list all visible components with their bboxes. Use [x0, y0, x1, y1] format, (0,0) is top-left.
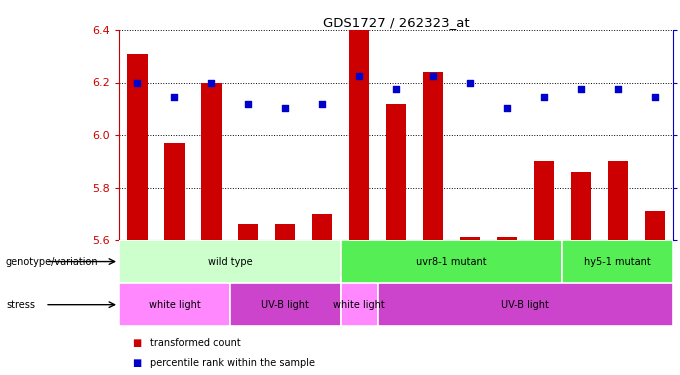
- Bar: [423, 72, 443, 240]
- Bar: [119, 240, 341, 283]
- Bar: [497, 237, 517, 240]
- Text: UV-B light: UV-B light: [501, 300, 549, 310]
- Text: GSM81014: GSM81014: [466, 242, 475, 283]
- Bar: [608, 161, 628, 240]
- Bar: [312, 214, 333, 240]
- Text: GSM81005: GSM81005: [133, 242, 142, 283]
- Text: GSM81015: GSM81015: [503, 242, 511, 283]
- Bar: [562, 240, 673, 283]
- Bar: [119, 283, 230, 326]
- Point: [464, 80, 475, 86]
- Text: GSM81010: GSM81010: [318, 242, 326, 283]
- Point: [575, 86, 586, 92]
- Text: uvr8-1 mutant: uvr8-1 mutant: [416, 256, 487, 267]
- Point: [243, 100, 254, 106]
- Title: GDS1727 / 262323_at: GDS1727 / 262323_at: [323, 16, 469, 29]
- Bar: [127, 54, 148, 240]
- Text: GSM81006: GSM81006: [170, 242, 179, 283]
- Bar: [386, 104, 406, 240]
- Point: [280, 105, 291, 111]
- Text: GSM81017: GSM81017: [577, 242, 585, 283]
- Point: [354, 73, 364, 79]
- Text: GSM81016: GSM81016: [539, 242, 548, 283]
- Text: GSM81009: GSM81009: [281, 242, 290, 283]
- Bar: [534, 161, 554, 240]
- Bar: [275, 224, 295, 240]
- Point: [539, 94, 549, 100]
- Text: hy5-1 mutant: hy5-1 mutant: [584, 256, 651, 267]
- Text: GSM81007: GSM81007: [207, 242, 216, 283]
- Bar: [645, 211, 665, 240]
- Bar: [238, 224, 258, 240]
- Bar: [460, 237, 480, 240]
- Text: UV-B light: UV-B light: [261, 300, 309, 310]
- Text: GSM81018: GSM81018: [613, 242, 622, 283]
- Text: GSM81008: GSM81008: [244, 242, 253, 283]
- Point: [428, 73, 439, 79]
- Point: [132, 80, 143, 86]
- Bar: [230, 283, 341, 326]
- Point: [649, 94, 660, 100]
- Bar: [571, 172, 591, 240]
- Text: ■: ■: [133, 338, 142, 348]
- Text: white light: white light: [148, 300, 201, 310]
- Text: percentile rank within the sample: percentile rank within the sample: [150, 358, 315, 368]
- Point: [502, 105, 513, 111]
- Bar: [201, 82, 222, 240]
- Point: [317, 100, 328, 106]
- Bar: [165, 143, 184, 240]
- Text: ■: ■: [133, 358, 142, 368]
- Point: [613, 86, 624, 92]
- Text: genotype/variation: genotype/variation: [6, 256, 99, 267]
- Point: [206, 80, 217, 86]
- Bar: [341, 240, 562, 283]
- Text: GSM81012: GSM81012: [392, 242, 401, 283]
- Text: GSM81011: GSM81011: [355, 242, 364, 283]
- Text: wild type: wild type: [207, 256, 252, 267]
- Bar: [341, 283, 377, 326]
- Bar: [349, 30, 369, 240]
- Text: white light: white light: [333, 300, 385, 310]
- Point: [390, 86, 401, 92]
- Text: GSM81019: GSM81019: [650, 242, 659, 283]
- Text: GSM81013: GSM81013: [428, 242, 437, 283]
- Text: stress: stress: [6, 300, 35, 310]
- Text: transformed count: transformed count: [150, 338, 240, 348]
- Bar: [377, 283, 673, 326]
- Point: [169, 94, 180, 100]
